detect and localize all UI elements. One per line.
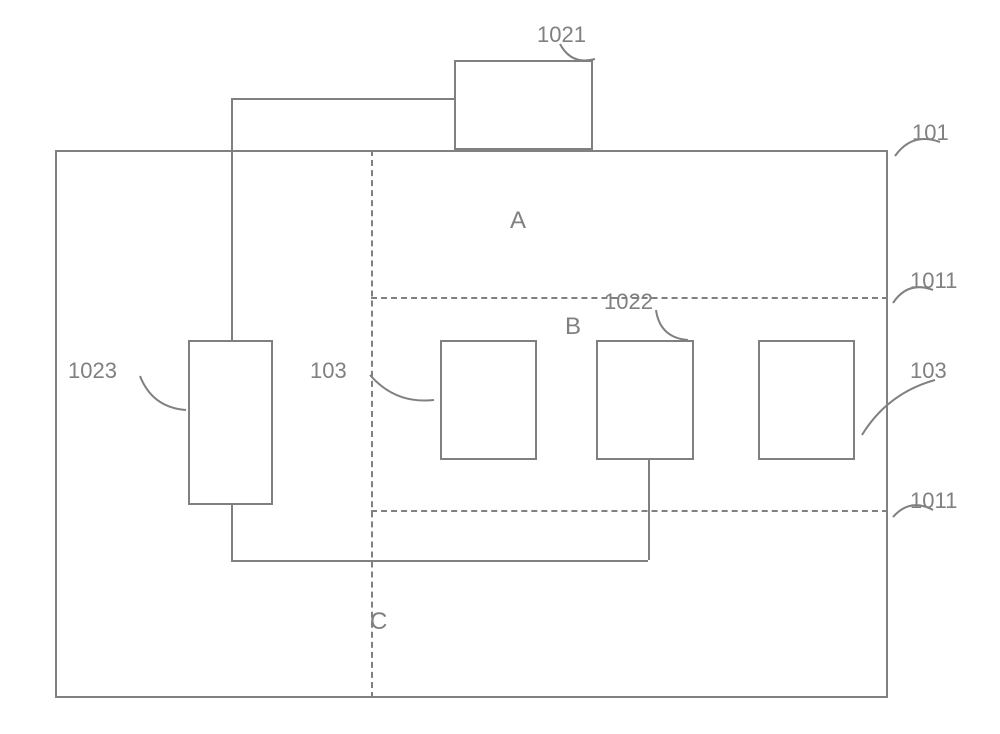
conn-bot-v2 xyxy=(648,460,650,560)
inner-box-1023 xyxy=(188,340,273,505)
region-label-a: A xyxy=(510,207,526,235)
label-1011-lower: 1011 xyxy=(910,488,957,514)
conn-bot-v1 xyxy=(231,505,233,560)
label-103-b: 103 xyxy=(910,358,947,384)
label-1022: 1022 xyxy=(604,289,653,315)
top-box-1021 xyxy=(454,60,593,150)
horizontal-dashed-lower-1011 xyxy=(371,510,888,512)
region-label-c: C xyxy=(370,608,387,636)
label-1023: 1023 xyxy=(68,358,117,384)
label-1021: 1021 xyxy=(537,22,586,48)
label-103-a: 103 xyxy=(310,358,347,384)
inner-box-1022 xyxy=(596,340,694,460)
inner-box-103-a xyxy=(440,340,537,460)
region-label-b: B xyxy=(565,313,581,341)
diagram-container: A B C 1021 101 1011 1011 1023 103 1022 1… xyxy=(0,0,1000,734)
conn-top-v xyxy=(231,98,233,340)
conn-top-h xyxy=(231,98,454,100)
conn-bot-h xyxy=(231,560,648,562)
label-101: 101 xyxy=(912,120,949,146)
inner-box-103-b xyxy=(758,340,855,460)
label-1011-upper: 1011 xyxy=(910,268,957,294)
